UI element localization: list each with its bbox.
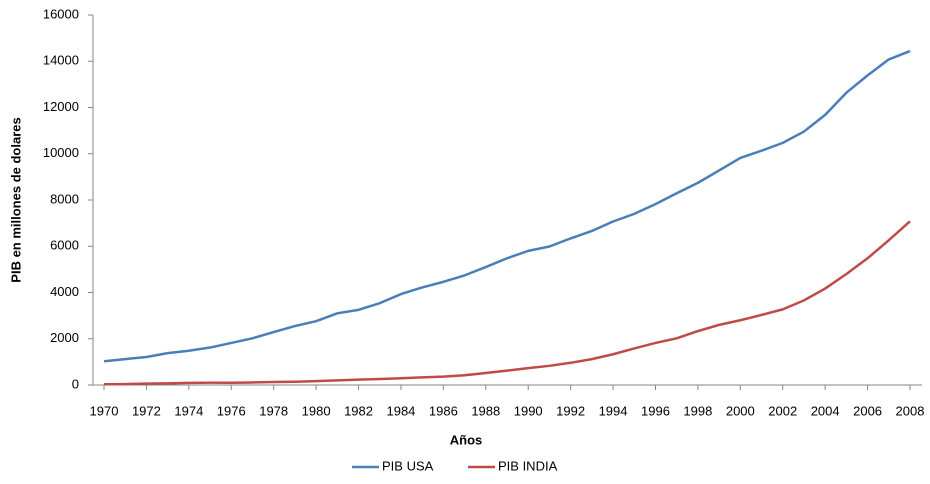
y-tick-label: 0 — [72, 376, 79, 391]
x-tick-label: 1972 — [132, 403, 161, 418]
legend-label: PIB USA — [382, 458, 434, 473]
x-tick-label: 2000 — [726, 403, 755, 418]
y-tick-label: 12000 — [43, 99, 79, 114]
series-line — [103, 220, 911, 386]
y-tick-label: 4000 — [50, 284, 79, 299]
y-tick-label: 10000 — [43, 145, 79, 160]
x-tick-label: 2006 — [853, 403, 882, 418]
y-tick-label: 2000 — [50, 330, 79, 345]
x-tick-label: 1982 — [344, 403, 373, 418]
x-tick-label: 1970 — [90, 403, 119, 418]
series-line — [103, 49, 911, 363]
x-tick-label: 1988 — [471, 403, 500, 418]
legend-label: PIB INDIA — [498, 458, 558, 473]
y-tick-label: 16000 — [43, 6, 79, 21]
y-tick-label: 6000 — [50, 238, 79, 253]
x-tick-label: 1976 — [217, 403, 246, 418]
x-tick-label: 1992 — [556, 403, 585, 418]
y-tick-label: 14000 — [43, 53, 79, 68]
x-tick-label: 1984 — [386, 403, 415, 418]
x-axis-title: Años — [450, 432, 483, 447]
x-tick-label: 2004 — [811, 403, 840, 418]
x-tick-label: 1980 — [302, 403, 331, 418]
x-tick-label: 1994 — [599, 403, 628, 418]
y-tick-label: 8000 — [50, 191, 79, 206]
x-tick-label: 1978 — [259, 403, 288, 418]
x-tick-label: 2002 — [768, 403, 797, 418]
y-axis-title: PIB en millones de dolares — [8, 117, 23, 282]
x-tick-label: 1986 — [429, 403, 458, 418]
x-tick-label: 1990 — [514, 403, 543, 418]
x-tick-label: 1998 — [683, 403, 712, 418]
x-tick-label: 1996 — [641, 403, 670, 418]
x-tick-label: 2008 — [896, 403, 925, 418]
x-tick-label: 1974 — [174, 403, 203, 418]
